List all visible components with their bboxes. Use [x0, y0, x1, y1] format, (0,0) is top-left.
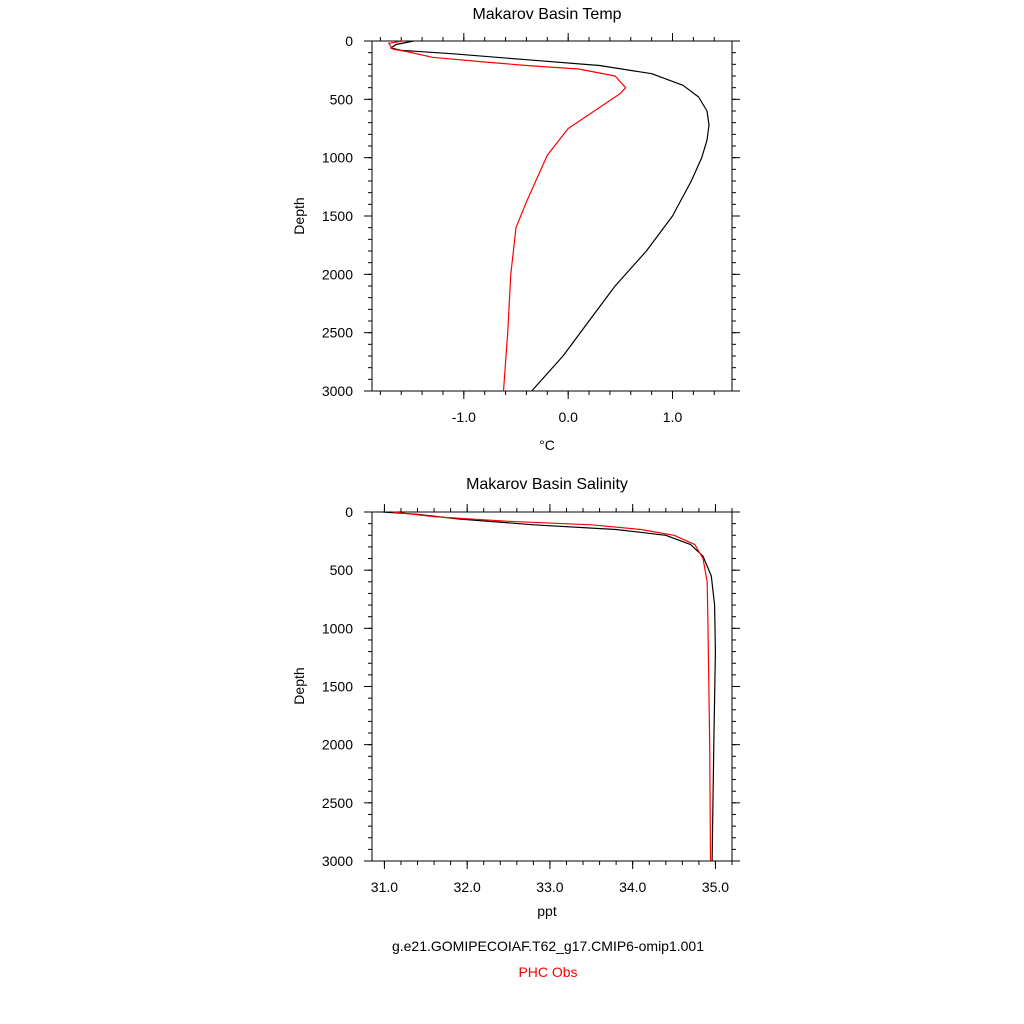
- temp-x-tick-label: 0.0: [558, 409, 578, 425]
- salinity-y-tick-label: 1500: [322, 679, 353, 695]
- temp-y-axis-label: Depth: [291, 197, 307, 234]
- salinity-x-tick-label: 33.0: [536, 879, 563, 895]
- salinity-y-tick-label: 0: [345, 504, 353, 520]
- salinity-plot-frame: [371, 511, 733, 862]
- salinity-axis-ticks: 31.0 32.0 33.0 34.0 35.0 0 500 1000 1500 2000 2500…: [322, 504, 740, 895]
- salinity-x-axis-label: ppt: [537, 903, 557, 919]
- temp-y-tick-label: 0: [345, 33, 353, 49]
- temp-y-tick-label: 3000: [322, 383, 353, 399]
- salinity-x-tick-label: 35.0: [702, 879, 729, 895]
- salinity-y-tick-label: 3000: [322, 853, 353, 869]
- temp-y-tick-label: 500: [330, 91, 354, 107]
- temp-y-tick-label: 2500: [322, 325, 353, 341]
- salinity-model-line: [382, 511, 717, 862]
- salinity-series-group: [382, 511, 717, 862]
- temp-x-tick-label: 1.0: [663, 409, 683, 425]
- temp-panel: Makarov Basin Temp -1.0 0.0 1.0 0 500 1000 150…: [291, 6, 740, 453]
- salinity-obs-line: [392, 511, 712, 862]
- temp-y-tick-label: 1000: [322, 150, 353, 166]
- temp-x-axis-label: °C: [539, 437, 555, 453]
- salinity-title: Makarov Basin Salinity: [466, 476, 628, 493]
- salinity-y-axis-label: Depth: [291, 667, 307, 704]
- temp-y-tick-label: 1500: [322, 208, 353, 224]
- temp-axis-ticks: -1.0 0.0 1.0 0 500 1000 1500 2000 2500 3000: [322, 33, 740, 425]
- salinity-x-tick-label: 32.0: [454, 879, 481, 895]
- temp-y-tick-label: 2000: [322, 266, 353, 282]
- legend-model-label: g.e21.GOMIPECOIAF.T62_g17.CMIP6-omip1.00…: [392, 938, 704, 954]
- salinity-y-tick-label: 500: [330, 562, 354, 578]
- temp-plot-frame: [371, 40, 733, 392]
- temp-series-group: [388, 40, 710, 392]
- temp-title: Makarov Basin Temp: [472, 6, 621, 23]
- salinity-panel: Makarov Basin Salinity 31.0 32.0 33.0 34.0 3…: [291, 476, 740, 919]
- temp-x-tick-label: -1.0: [452, 409, 476, 425]
- legend-obs-label: PHC Obs: [518, 964, 577, 980]
- temp-model-line: [390, 40, 710, 392]
- salinity-x-tick-label: 34.0: [619, 879, 646, 895]
- salinity-y-tick-label: 1000: [322, 620, 353, 636]
- salinity-y-tick-label: 2500: [322, 795, 353, 811]
- temp-obs-line: [388, 40, 627, 392]
- salinity-y-tick-label: 2000: [322, 737, 353, 753]
- salinity-x-tick-label: 31.0: [371, 879, 398, 895]
